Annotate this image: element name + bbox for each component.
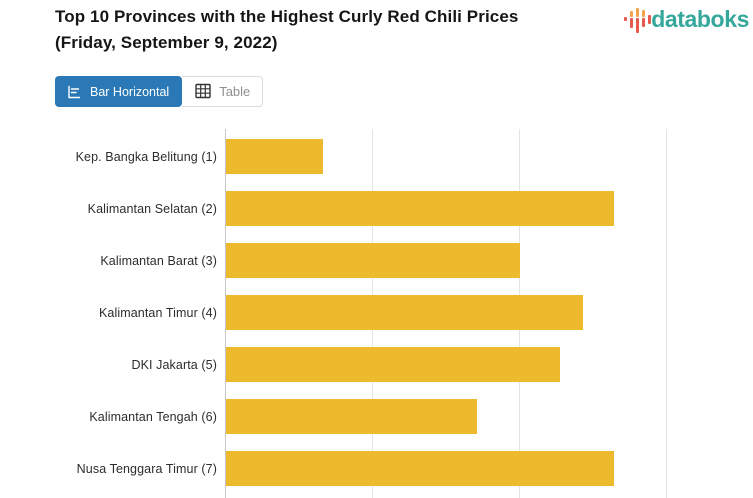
- table-label: Table: [219, 84, 251, 99]
- category-label: DKI Jakarta (5): [131, 357, 217, 372]
- databoks-bars-icon: [624, 7, 652, 35]
- y-axis-line: [225, 129, 226, 498]
- page-title-line1: Top 10 Provinces with the Highest Curly …: [55, 7, 519, 26]
- chart-row: Kalimantan Barat (3): [0, 243, 753, 278]
- x-gridline: [666, 129, 667, 498]
- page-title: Top 10 Provinces with the Highest Curly …: [55, 4, 518, 56]
- chart-row: Kalimantan Tengah (6): [0, 399, 753, 434]
- category-label: Kalimantan Selatan (2): [87, 201, 217, 216]
- view-switcher: Bar Horizontal Table: [55, 76, 264, 107]
- category-label: Kalimantan Barat (3): [100, 253, 217, 268]
- databoks-wordmark: databoks: [651, 6, 749, 32]
- bar[interactable]: [226, 399, 477, 434]
- bar[interactable]: [226, 243, 520, 278]
- bar-horizontal-button[interactable]: Bar Horizontal: [55, 76, 183, 107]
- table-button[interactable]: Table: [182, 76, 264, 107]
- databoks-logo[interactable]: databoks: [624, 5, 749, 35]
- chart-row: Kep. Bangka Belitung (1): [0, 139, 753, 174]
- bar-horizontal-icon: [66, 84, 82, 100]
- chart-row: Kalimantan Selatan (2): [0, 191, 753, 226]
- bar[interactable]: [226, 295, 583, 330]
- bar[interactable]: [226, 191, 614, 226]
- category-label: Kalimantan Timur (4): [98, 305, 217, 320]
- chart-row: Kalimantan Timur (4): [0, 295, 753, 330]
- chart-row: DKI Jakarta (5): [0, 347, 753, 382]
- category-label: Kep. Bangka Belitung (1): [75, 149, 217, 164]
- bar[interactable]: [226, 347, 560, 382]
- chart-row: Nusa Tenggara Timur (7): [0, 451, 753, 486]
- bar-chart: Kep. Bangka Belitung (1) Kalimantan Selat…: [0, 129, 753, 498]
- category-label: Nusa Tenggara Timur (7): [76, 461, 217, 476]
- page-title-line2: (Friday, September 9, 2022): [55, 33, 278, 52]
- bar[interactable]: [226, 139, 323, 174]
- bar[interactable]: [226, 451, 614, 486]
- table-icon: [194, 82, 213, 101]
- category-label: Kalimantan Tengah (6): [89, 409, 217, 424]
- bar-horizontal-label: Bar Horizontal: [90, 84, 170, 99]
